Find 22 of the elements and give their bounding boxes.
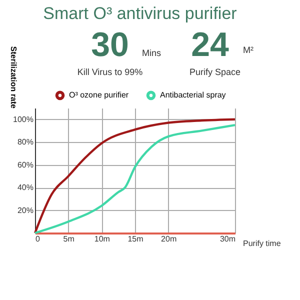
text: Mins bbox=[142, 48, 162, 58]
x-tick-label: 20m bbox=[161, 234, 177, 244]
legend-label: O³ ozone purifier bbox=[69, 90, 129, 100]
y-tick-label: 20% bbox=[17, 206, 34, 215]
y-tick-label: 80% bbox=[17, 138, 34, 147]
chart-title: Smart O³ antivirus purifier bbox=[43, 4, 238, 23]
text: M² bbox=[243, 45, 254, 55]
x-tick-label: 10m bbox=[94, 234, 110, 244]
text: 30 bbox=[91, 26, 129, 64]
y-tick-label: 60% bbox=[17, 160, 34, 170]
text: 24 bbox=[191, 26, 229, 64]
y-tick-label: 100% bbox=[13, 114, 34, 124]
x-tick-label: 0 bbox=[36, 234, 40, 244]
x-tick-label: 15m bbox=[128, 234, 144, 244]
y-tick-label: 40% bbox=[17, 183, 34, 192]
x-axis-title: Purify time bbox=[243, 239, 282, 248]
text: Purify Space bbox=[189, 67, 241, 77]
y-axis-title: Sterilization rate bbox=[9, 46, 18, 110]
legend-label: Antibacterial spray bbox=[160, 90, 226, 100]
text: Kill Virus to 99% bbox=[77, 67, 143, 77]
x-tick-label: 5m bbox=[63, 234, 75, 244]
x-tick-label: 30m bbox=[220, 234, 236, 244]
